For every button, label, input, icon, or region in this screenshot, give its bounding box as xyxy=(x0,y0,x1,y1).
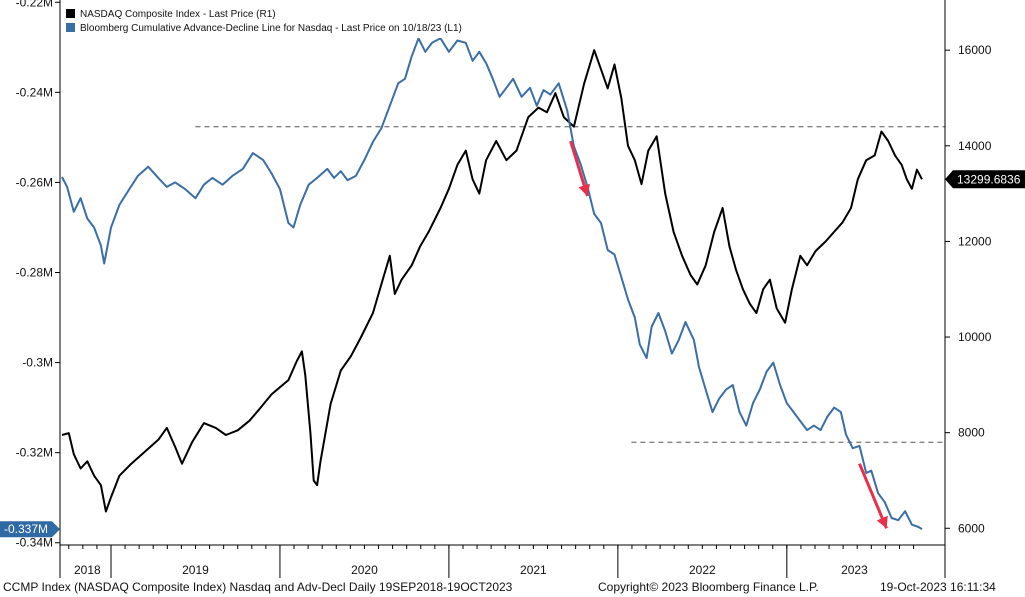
axes: -0.22M -0.24M -0.26M -0.28M -0.3M -0.32M -0.34… xyxy=(0,0,1025,578)
x-year-label: 2018 xyxy=(74,563,101,577)
right-tick-label: 8000 xyxy=(958,426,985,440)
right-last-value-tag xyxy=(945,170,1025,189)
plot-area xyxy=(61,37,945,531)
red-arrow-shaft xyxy=(858,463,888,529)
nasdaq-series-line xyxy=(61,49,923,513)
right-tick-label: 16000 xyxy=(958,43,992,57)
legend-swatch xyxy=(66,9,75,18)
left-last-value-label: -0.337M xyxy=(4,522,48,536)
right-last-value-label: 13299.6836 xyxy=(957,172,1021,186)
left-tick-label: -0.28M xyxy=(16,266,53,280)
footer-security-info: CCMP Index (NASDAQ Composite Index) Nasd… xyxy=(3,580,513,594)
footer: CCMP Index (NASDAQ Composite Index) Nasd… xyxy=(0,578,1025,597)
legend-background xyxy=(62,4,524,38)
left-tick-label: -0.34M xyxy=(16,536,53,550)
right-tick-label: 14000 xyxy=(958,139,992,153)
left-tick-label: -0.26M xyxy=(16,175,53,189)
legend-swatch xyxy=(66,23,75,32)
legend-entry-label: Bloomberg Cumulative Advance-Decline Lin… xyxy=(80,23,462,34)
advance-decline-series-line xyxy=(61,37,923,531)
left-tick-label: -0.22M xyxy=(16,0,53,9)
left-last-value-tag xyxy=(0,521,60,538)
x-year-label: 2020 xyxy=(351,563,378,577)
x-year-label: 2023 xyxy=(841,563,868,577)
left-tick-label: -0.3M xyxy=(22,356,53,370)
legend: NASDAQ Composite Index - Last Price (R1)… xyxy=(62,4,524,38)
right-tick-label: 10000 xyxy=(958,330,992,344)
footer-copyright: Copyright© 2023 Bloomberg Finance L.P. xyxy=(598,580,819,594)
x-year-label: 2019 xyxy=(182,563,209,577)
red-arrow-head xyxy=(876,515,888,529)
right-tick-label: 12000 xyxy=(958,234,992,248)
left-tick-label: -0.24M xyxy=(16,85,53,99)
right-tick-label: 6000 xyxy=(958,521,985,535)
footer-timestamp: 19-Oct-2023 16:11:34 xyxy=(880,580,996,594)
x-year-label: 2021 xyxy=(520,563,547,577)
chart: -0.22M -0.24M -0.26M -0.28M -0.3M -0.32M -0.34… xyxy=(0,0,1025,578)
red-arrow-head xyxy=(578,183,590,197)
x-year-label: 2022 xyxy=(689,563,716,577)
legend-entry-label: NASDAQ Composite Index - Last Price (R1) xyxy=(80,9,276,20)
left-tick-label: -0.32M xyxy=(16,446,53,460)
